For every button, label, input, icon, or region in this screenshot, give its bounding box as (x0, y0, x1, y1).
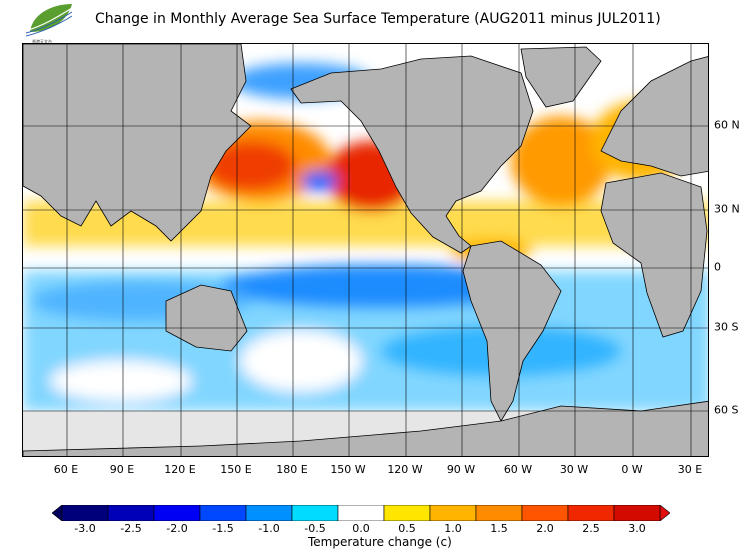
antarctica (23, 400, 708, 456)
greenland (520, 46, 602, 108)
lon-label: 30 E (677, 463, 703, 476)
colorbar-under-arrow (52, 505, 63, 521)
lon-label: 150 E (220, 463, 252, 476)
europe (600, 56, 708, 177)
map-area[interactable] (22, 43, 709, 457)
lat-label: 30 N (714, 202, 740, 216)
colorbar-tick-label: 3.0 (628, 522, 646, 535)
colorbar-segment (475, 505, 523, 521)
australia (165, 284, 248, 352)
lat-label: 30 S (714, 320, 739, 334)
colorbar-segment (613, 505, 661, 521)
lon-label: 150 W (330, 463, 366, 476)
colorbar-tick-label: -0.5 (304, 522, 326, 535)
lon-label: 90 W (446, 463, 476, 476)
north-america (290, 55, 534, 254)
colorbar-segment (153, 505, 201, 521)
hko-logo: 香港天文台 (25, 4, 73, 44)
colorbar-tick-label: 0.0 (352, 522, 370, 535)
colorbar-segment (61, 505, 109, 521)
colorbar-segment (107, 505, 155, 521)
colorbar-segment (199, 505, 247, 521)
svg-text:香港天文台: 香港天文台 (32, 38, 52, 44)
colorbar-over-arrow (659, 505, 670, 521)
colorbar-segment (291, 505, 339, 521)
sst-map (23, 44, 708, 456)
lon-label: 60 W (503, 463, 533, 476)
graticule (23, 44, 708, 456)
colorbar-tick-label: -3.0 (74, 522, 96, 535)
lat-label: 60 N (714, 118, 740, 132)
lon-label: 120 W (387, 463, 423, 476)
lon-label: 120 E (164, 463, 196, 476)
lon-label: 30 W (559, 463, 589, 476)
colorbar-tick-label: 2.0 (536, 522, 554, 535)
colorbar-segment (383, 505, 431, 521)
colorbar-segment (567, 505, 615, 521)
colorbar-tick-label: -2.0 (166, 522, 188, 535)
africa (600, 172, 708, 338)
south-america (462, 240, 562, 422)
colorbar-segment (337, 505, 385, 521)
lon-label: 60 E (53, 463, 79, 476)
colorbar-segment (245, 505, 293, 521)
anomaly-field (23, 51, 708, 411)
colorbar-segment (429, 505, 477, 521)
land-masses (23, 44, 708, 456)
colorbar-tick-label: 0.5 (398, 522, 416, 535)
lat-label: 60 S (714, 403, 739, 417)
colorbar-tick-label: -1.5 (212, 522, 234, 535)
lon-label: 0 W (621, 463, 643, 476)
lon-label: 90 E (109, 463, 135, 476)
colorbar-segment (521, 505, 569, 521)
lon-label: 180 E (276, 463, 308, 476)
asia (23, 44, 252, 242)
colorbar-tick-label: -2.5 (120, 522, 142, 535)
colorbar (52, 505, 670, 521)
colorbar-tick-label: 1.0 (444, 522, 462, 535)
colorbar-tick-label: 1.5 (490, 522, 508, 535)
colorbar-title: Temperature change (c) (308, 535, 452, 549)
lat-label: 0 (714, 260, 721, 274)
colorbar-tick-label: 2.5 (582, 522, 600, 535)
chart-title: Change in Monthly Average Sea Surface Te… (95, 11, 661, 27)
colorbar-tick-label: -1.0 (258, 522, 280, 535)
